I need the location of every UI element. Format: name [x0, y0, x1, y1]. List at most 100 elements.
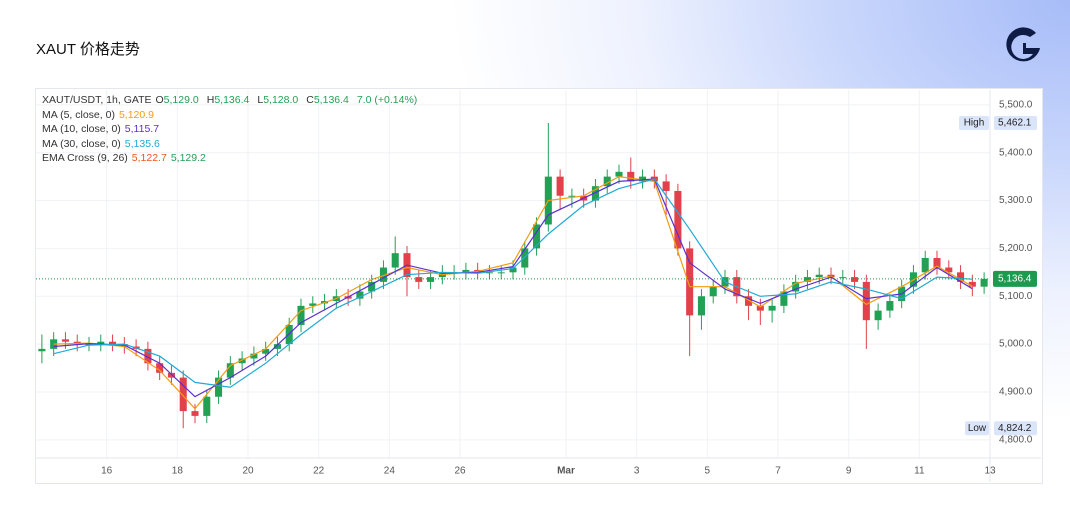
legend-name: MA (30, close, 0) — [42, 137, 121, 150]
x-tick-label: 3 — [634, 466, 640, 477]
x-tick-label: 20 — [242, 466, 254, 477]
candle-body — [603, 176, 611, 187]
x-tick-label: Mar — [557, 466, 575, 477]
candle-body — [50, 339, 58, 349]
x-tick-label: 24 — [384, 466, 396, 477]
y-tick-label: 4,800.0 — [999, 434, 1033, 445]
candle-body — [462, 269, 470, 273]
candle-body — [945, 267, 953, 273]
ohlc-value: 5,128.0 — [263, 94, 299, 106]
tag-value: 5,462.1 — [998, 118, 1032, 129]
legend-name: MA (5, close, 0) — [42, 108, 115, 121]
legend-value: 5,120.9 — [118, 108, 154, 121]
candle-body — [485, 272, 493, 274]
change: 7.0 (+0.14%) — [356, 94, 418, 106]
logo — [1006, 27, 1040, 62]
ohlc-item: C5,136.4 — [306, 94, 353, 106]
candle-body — [851, 277, 859, 282]
candle-body — [697, 296, 705, 316]
legend-value: 5,122.7 — [131, 152, 167, 165]
x-tick-label: 7 — [775, 466, 781, 477]
candle-body — [709, 286, 717, 297]
tag-name: High — [964, 118, 985, 129]
ohlc-key: H — [206, 94, 215, 106]
x-tick-label: 16 — [101, 466, 113, 477]
candle-body — [97, 341, 105, 345]
y-tick-label: 4,900.0 — [999, 387, 1033, 398]
x-tick-label: 18 — [172, 466, 184, 477]
candle-body — [238, 358, 246, 364]
legend-name: EMA Cross (9, 26) — [42, 152, 128, 165]
candle-body — [556, 176, 564, 196]
legend-row: MA (5, close, 0) 5,120.9 — [42, 108, 421, 123]
ohlc-item: O5,129.0 — [156, 94, 203, 106]
candle-body — [662, 181, 670, 191]
candle-body — [427, 277, 435, 282]
candle-body — [803, 277, 811, 282]
candle-body — [521, 248, 529, 268]
candle-body — [191, 411, 199, 416]
candle-body — [591, 186, 599, 201]
candle-body — [156, 363, 164, 373]
symbol: XAUT/USDT, 1h, GATE — [42, 94, 152, 106]
candle-body — [756, 305, 764, 311]
candle-body — [615, 171, 623, 177]
candle-body — [639, 176, 647, 182]
candle-body — [674, 190, 682, 249]
ma-line — [53, 175, 973, 410]
legend: XAUT/USDT, 1h, GATE O5,129.0 H5,136.4 L5,12… — [42, 93, 421, 166]
last-price-tag — [993, 270, 1037, 287]
x-tick-label: 22 — [313, 466, 325, 477]
candle-body — [745, 296, 753, 306]
ohlc-value: 5,136.4 — [313, 94, 349, 106]
ohlc-key: O — [155, 94, 164, 106]
candle-body — [215, 377, 223, 397]
candle-body — [627, 171, 635, 182]
legend-value: 5,135.6 — [124, 137, 160, 150]
candle-body — [368, 281, 376, 292]
candle-body — [144, 348, 152, 364]
candle-body — [533, 224, 541, 249]
candle-body — [61, 339, 69, 342]
candle-body — [768, 305, 776, 311]
candle-body — [262, 348, 270, 354]
ma-line — [53, 178, 973, 398]
y-tick-label: 5,200.0 — [999, 243, 1033, 254]
candle-body — [968, 281, 976, 287]
candle-body — [309, 303, 317, 306]
candle-body — [226, 363, 234, 378]
candle-body — [179, 377, 187, 412]
ma-line — [53, 178, 973, 388]
tag-name-box — [959, 115, 989, 130]
candle-body — [886, 301, 894, 311]
candle-body — [250, 353, 258, 359]
ohlc-item: L5,128.0 — [257, 94, 302, 106]
candle-body — [415, 277, 423, 282]
ohlc-key: C — [306, 94, 314, 106]
legend-row: EMA Cross (9, 26) 5,122.7 5,129.2 — [42, 151, 421, 166]
candle-body — [933, 257, 941, 268]
candle-body — [862, 281, 870, 321]
candle-body — [921, 257, 929, 273]
x-tick-label: 26 — [454, 466, 466, 477]
candle-body — [167, 372, 175, 378]
candle-body — [792, 281, 800, 292]
candle-body — [980, 278, 988, 287]
candle-body — [839, 277, 847, 279]
legend-name: MA (10, close, 0) — [42, 123, 121, 136]
y-tick-label: 5,100.0 — [999, 291, 1033, 302]
candle-body — [815, 274, 823, 278]
y-tick-label: 5,500.0 — [999, 99, 1033, 110]
x-tick-label: 9 — [846, 466, 852, 477]
y-tick-label: 5,400.0 — [999, 147, 1033, 158]
candle-body — [297, 305, 305, 325]
x-tick-label: 11 — [914, 466, 925, 477]
ohlc-key: L — [257, 94, 264, 106]
candle-body — [273, 344, 281, 349]
candle-body — [109, 341, 117, 345]
candle-body — [497, 272, 505, 274]
legend-row: MA (30, close, 0) 5,135.6 — [42, 137, 421, 152]
ohlc-item: H5,136.4 — [207, 94, 254, 106]
tag-value-box — [994, 421, 1037, 436]
